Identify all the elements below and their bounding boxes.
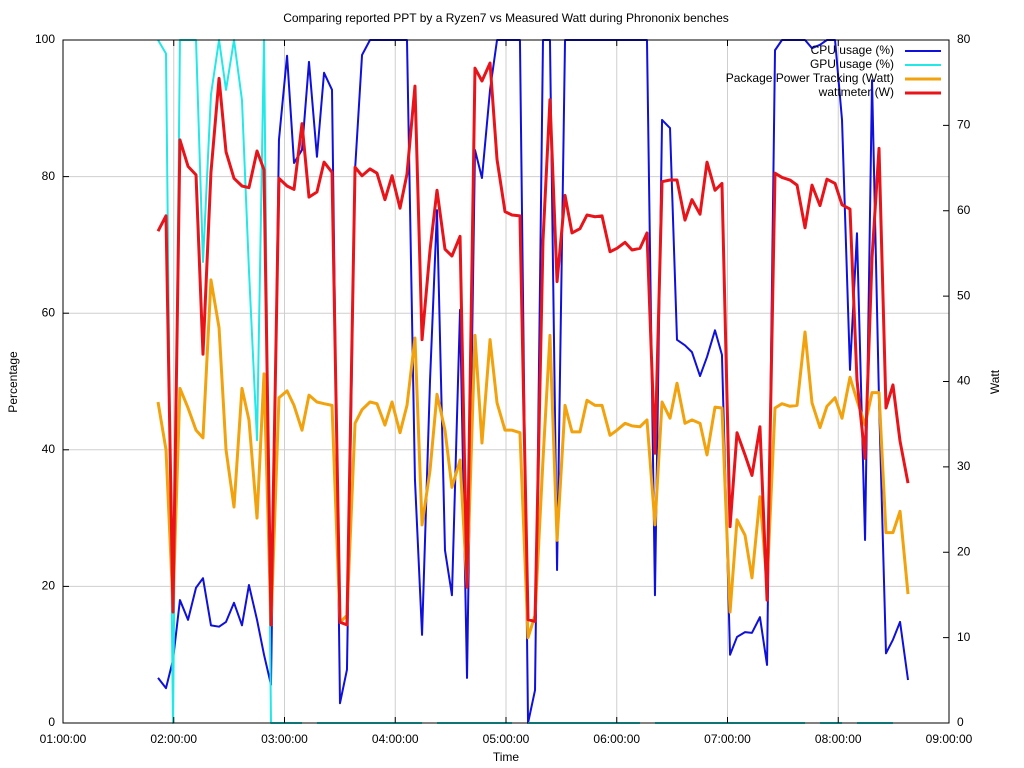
legend: CPU usage (%)GPU usage (%)Package Power … (726, 43, 941, 99)
y2-tick-label: 70 (957, 118, 971, 132)
x-tick-label: 06:00:00 (593, 732, 640, 746)
y2-tick-label: 0 (957, 715, 964, 729)
legend-label: wattmeter (W) (818, 85, 894, 99)
y2-tick-label: 20 (957, 544, 971, 558)
x-tick-label: 04:00:00 (372, 732, 419, 746)
y-tick-label: 60 (42, 305, 56, 319)
y-tick-label: 100 (35, 32, 55, 46)
legend-label: GPU usage (%) (810, 57, 894, 71)
y2-axis-label: Watt (988, 369, 1002, 394)
y2-tick-label: 40 (957, 374, 971, 388)
y2-tick-label: 80 (957, 32, 971, 46)
series-line (156, 61, 910, 627)
x-tick-label: 05:00:00 (483, 732, 530, 746)
x-tick-label: 09:00:00 (926, 732, 973, 746)
y2-tick-label: 60 (957, 203, 971, 217)
chart-title: Comparing reported PPT by a Ryzen7 vs Me… (283, 11, 729, 25)
y-tick-label: 80 (42, 169, 56, 183)
y2-tick-label: 10 (957, 630, 971, 644)
legend-label: Package Power Tracking (Watt) (726, 71, 894, 85)
x-tick-label: 08:00:00 (815, 732, 862, 746)
y-axis-label: Percentage (6, 351, 20, 413)
x-tick-label: 02:00:00 (150, 732, 197, 746)
x-axis-label: Time (493, 750, 520, 764)
x-tick-label: 01:00:00 (40, 732, 87, 746)
y-tick-label: 40 (42, 442, 56, 456)
y2-tick-label: 30 (957, 459, 971, 473)
grid (62, 39, 950, 724)
y-tick-label: 0 (48, 715, 55, 729)
legend-label: CPU usage (%) (811, 43, 894, 57)
axes: 01:00:00 02:00:00 03:00:00 04:00:00 05:00:00… (35, 32, 973, 746)
y-tick-label: 20 (42, 579, 56, 593)
x-tick-label: 07:00:00 (704, 732, 751, 746)
x-tick-label: 03:00:00 (261, 732, 308, 746)
y2-tick-label: 50 (957, 288, 971, 302)
